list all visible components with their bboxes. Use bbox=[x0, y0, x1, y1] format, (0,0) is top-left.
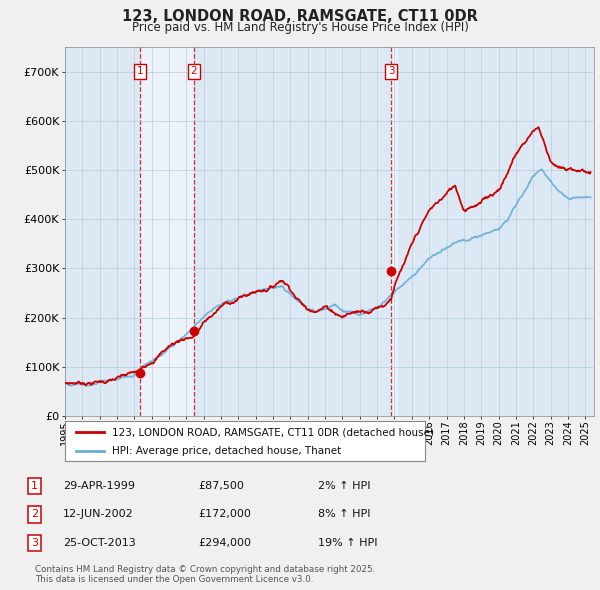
Text: 2: 2 bbox=[191, 66, 197, 76]
Text: £172,000: £172,000 bbox=[198, 510, 251, 519]
Text: 12-JUN-2002: 12-JUN-2002 bbox=[63, 510, 134, 519]
Text: 1: 1 bbox=[137, 66, 143, 76]
Bar bbox=[140, 47, 194, 416]
Text: 1: 1 bbox=[31, 481, 38, 491]
Text: 29-APR-1999: 29-APR-1999 bbox=[63, 481, 135, 491]
Text: 8% ↑ HPI: 8% ↑ HPI bbox=[318, 510, 371, 519]
Text: 2% ↑ HPI: 2% ↑ HPI bbox=[318, 481, 371, 491]
Text: Contains HM Land Registry data © Crown copyright and database right 2025.
This d: Contains HM Land Registry data © Crown c… bbox=[35, 565, 375, 584]
Text: 123, LONDON ROAD, RAMSGATE, CT11 0DR (detached house): 123, LONDON ROAD, RAMSGATE, CT11 0DR (de… bbox=[112, 428, 434, 438]
Text: 2: 2 bbox=[31, 510, 38, 519]
Bar bbox=[391, 47, 398, 416]
Text: 3: 3 bbox=[31, 538, 38, 548]
Text: 123, LONDON ROAD, RAMSGATE, CT11 0DR: 123, LONDON ROAD, RAMSGATE, CT11 0DR bbox=[122, 9, 478, 24]
Text: 3: 3 bbox=[388, 66, 394, 76]
Text: £294,000: £294,000 bbox=[198, 538, 251, 548]
Text: Price paid vs. HM Land Registry's House Price Index (HPI): Price paid vs. HM Land Registry's House … bbox=[131, 21, 469, 34]
Text: HPI: Average price, detached house, Thanet: HPI: Average price, detached house, Than… bbox=[112, 447, 341, 456]
Text: 25-OCT-2013: 25-OCT-2013 bbox=[63, 538, 136, 548]
Text: £87,500: £87,500 bbox=[198, 481, 244, 491]
Text: 19% ↑ HPI: 19% ↑ HPI bbox=[318, 538, 377, 548]
